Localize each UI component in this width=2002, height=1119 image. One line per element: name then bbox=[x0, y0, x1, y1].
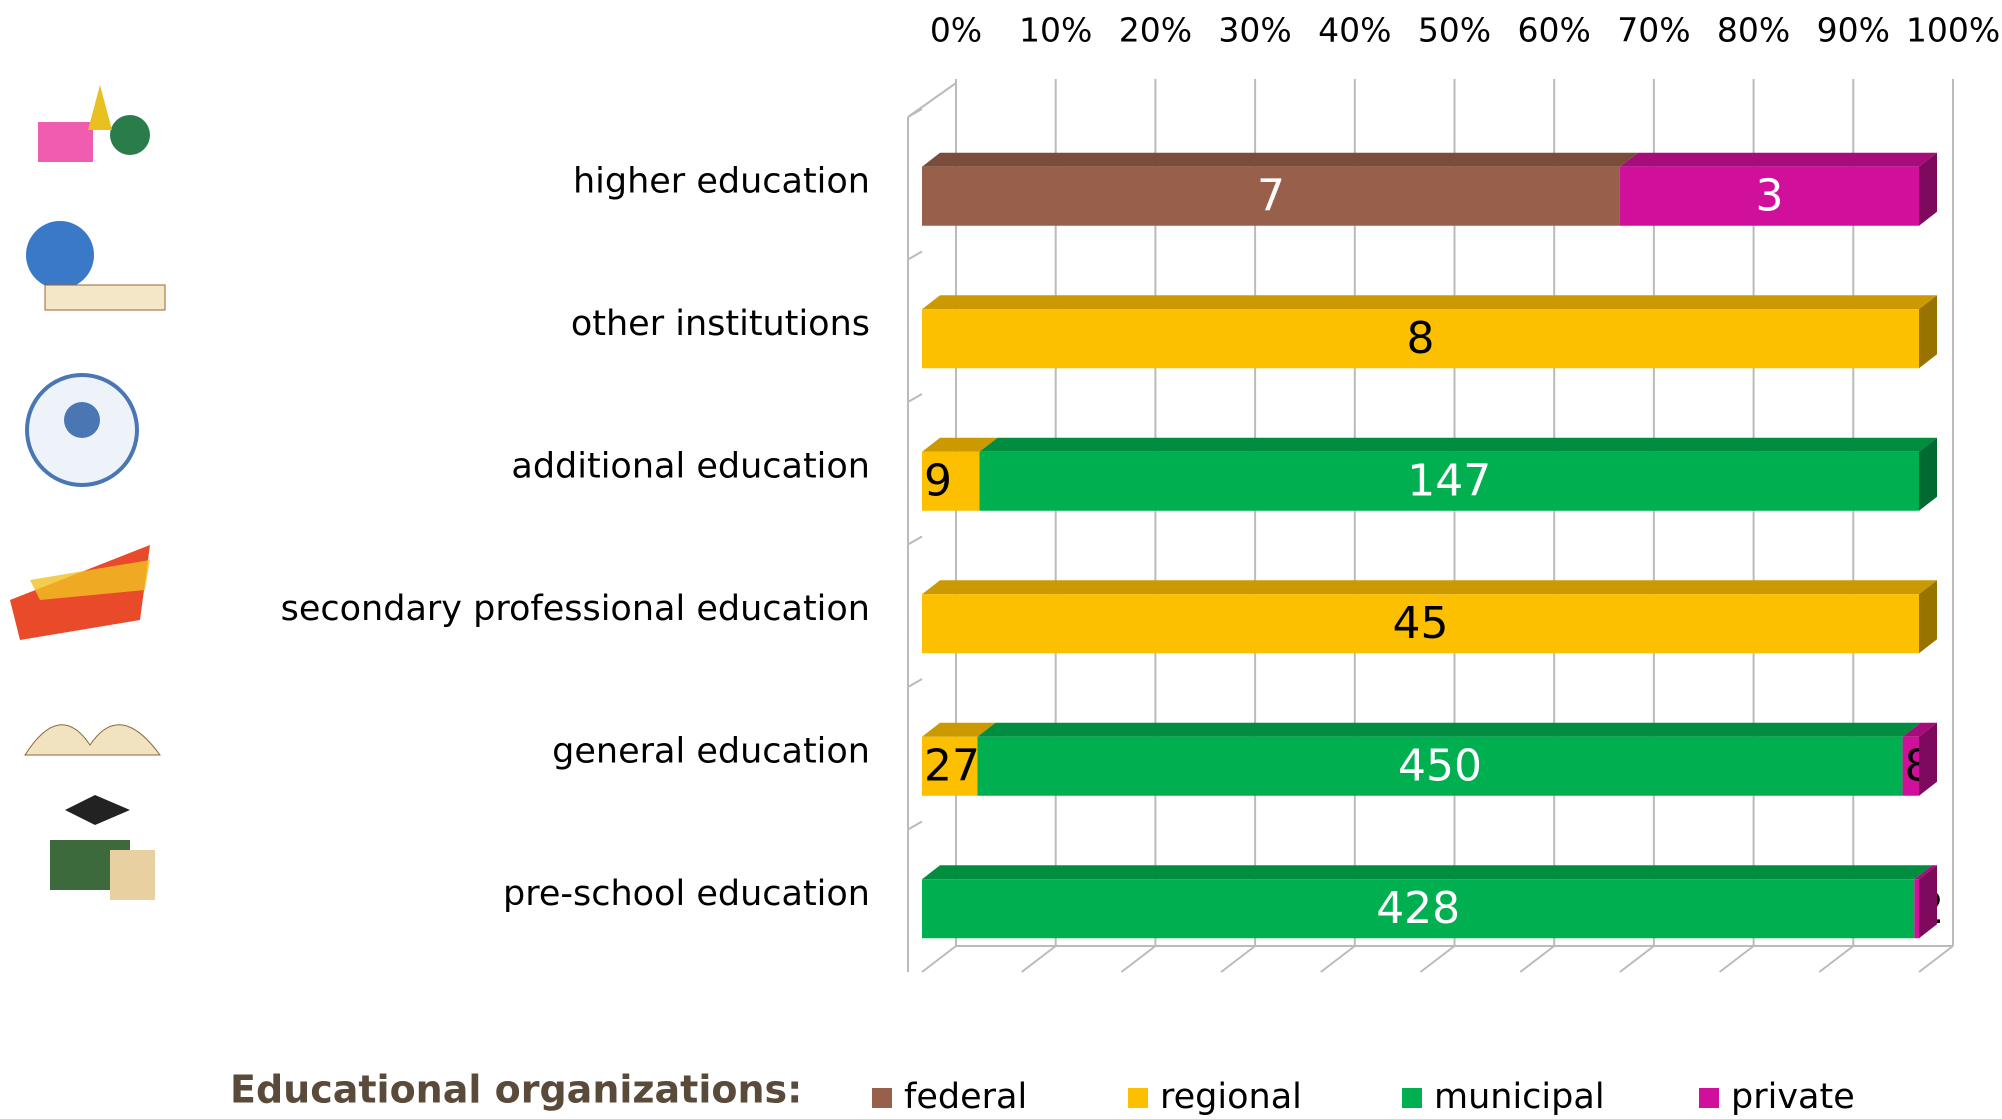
icon-toys bbox=[38, 122, 93, 162]
x-tick-label: 60% bbox=[1518, 11, 1591, 50]
legend-label: federal bbox=[904, 1077, 1027, 1117]
grid-line-floor bbox=[1321, 946, 1355, 972]
bar-top bbox=[922, 865, 1932, 879]
y-tick bbox=[908, 252, 922, 260]
icon-engineer bbox=[64, 402, 100, 438]
legend-swatch bbox=[872, 1088, 892, 1108]
x-tick-label: 20% bbox=[1119, 11, 1192, 50]
data-label: 8 bbox=[1407, 313, 1435, 364]
bar-top bbox=[922, 580, 1937, 594]
legend-swatch bbox=[1402, 1088, 1422, 1108]
x-tick-label: 90% bbox=[1817, 11, 1890, 50]
bar-top bbox=[922, 295, 1937, 309]
y-tick-label: higher education bbox=[573, 161, 870, 201]
legend-swatch bbox=[1699, 1088, 1719, 1108]
grid-line-floor bbox=[1221, 946, 1255, 972]
x-tick-label: 70% bbox=[1617, 11, 1690, 50]
data-label: 147 bbox=[1407, 455, 1491, 506]
data-label: 7 bbox=[1257, 170, 1285, 221]
data-label: 45 bbox=[1393, 598, 1449, 649]
grid-line-floor bbox=[1720, 946, 1754, 972]
icon-graduation bbox=[110, 850, 155, 900]
y-tick-label: general education bbox=[552, 731, 870, 771]
chart: Educational organizations: 0% 10% 20% 30% 40… bbox=[0, 0, 2002, 1119]
icon-open-book bbox=[25, 725, 160, 755]
x-tick-label: 10% bbox=[1019, 11, 1092, 50]
grid-line-floor bbox=[1919, 946, 1953, 972]
legend-title: Educational organizations: bbox=[230, 1068, 802, 1112]
grid-line-floor bbox=[1620, 946, 1654, 972]
data-label: 3 bbox=[1755, 170, 1783, 221]
grid-line-floor bbox=[922, 946, 956, 972]
y-tick bbox=[908, 822, 922, 830]
legend-label: private bbox=[1731, 1077, 1855, 1117]
grid-line-floor bbox=[1421, 946, 1455, 972]
grid-line-floor bbox=[1819, 946, 1853, 972]
data-label: 9 bbox=[924, 455, 952, 506]
grid-line-floor bbox=[1520, 946, 1554, 972]
bar-top bbox=[980, 438, 1937, 452]
icons bbox=[10, 85, 165, 900]
data-label: 428 bbox=[1376, 883, 1460, 934]
y-tick bbox=[908, 109, 922, 117]
grid-line-floor bbox=[1121, 946, 1155, 972]
y-tick bbox=[908, 394, 922, 402]
legend-label: municipal bbox=[1434, 1077, 1605, 1117]
legend-swatch bbox=[1128, 1088, 1148, 1108]
x-tick-label: 30% bbox=[1218, 11, 1291, 50]
legend: Educational organizations: bbox=[230, 1068, 802, 1112]
y-tick-label: other institutions bbox=[571, 304, 870, 344]
legend-label: regional bbox=[1160, 1077, 1302, 1117]
x-tick-label: 50% bbox=[1418, 11, 1491, 50]
icon-toys bbox=[88, 85, 112, 130]
grid-line-floor bbox=[1022, 946, 1056, 972]
bar-top bbox=[978, 723, 1921, 737]
x-tick-label: 80% bbox=[1717, 11, 1790, 50]
icon-globe bbox=[26, 221, 94, 289]
y-tick-label: secondary professional education bbox=[281, 589, 870, 629]
y-tick-label: additional education bbox=[511, 446, 870, 486]
bar-top bbox=[922, 153, 1638, 167]
y-tick bbox=[908, 537, 922, 545]
icon-graduation bbox=[65, 795, 130, 825]
x-tick-label: 0% bbox=[930, 11, 982, 50]
x-tick-label: 100% bbox=[1906, 11, 2000, 50]
bar-top bbox=[1620, 153, 1937, 167]
x-tick-label: 40% bbox=[1318, 11, 1391, 50]
icon-book bbox=[45, 285, 165, 310]
icon-toys bbox=[110, 115, 150, 155]
y-tick bbox=[908, 679, 922, 687]
data-label: 450 bbox=[1398, 740, 1482, 791]
data-label: 27 bbox=[924, 740, 980, 791]
y-tick-label: pre-school education bbox=[503, 874, 870, 914]
